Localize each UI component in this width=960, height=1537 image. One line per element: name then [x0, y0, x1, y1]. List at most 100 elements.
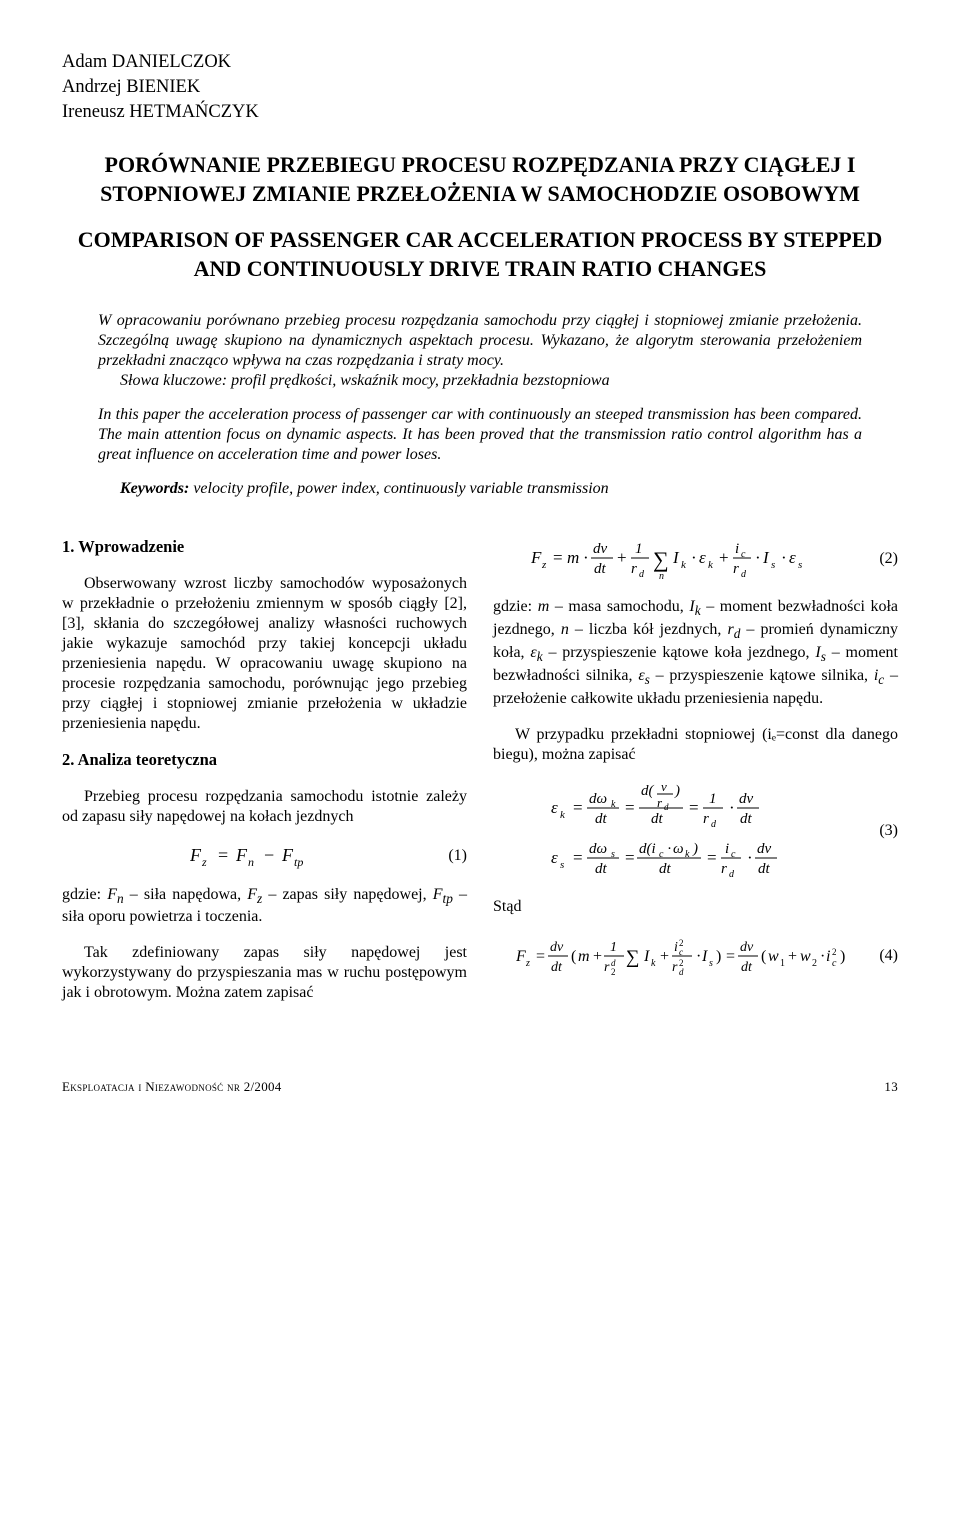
author: Andrzej BIENIEK [62, 75, 898, 100]
svg-text:−: − [264, 845, 274, 865]
equation-4-number: (4) [879, 946, 898, 966]
eq1-where: gdzie: Fn – siła napędowa, Fz – zapas si… [62, 885, 467, 928]
svg-text:F: F [516, 948, 526, 965]
equation-2-svg: F z = m · dv dt + 1 r d ∑ n I k · [531, 537, 861, 581]
svg-text:·: · [667, 841, 672, 857]
abstracts: W opracowaniu porównano przebieg procesu… [62, 311, 898, 499]
svg-text:d(: d( [641, 783, 655, 799]
left-column: 1. Wprowadzenie Obserwowany wzrost liczb… [62, 531, 467, 1019]
svg-text:n: n [659, 571, 664, 581]
svg-text:=: = [573, 798, 583, 817]
keywords-pl: Słowa kluczowe: profil prędkości, wskaźn… [98, 371, 862, 391]
svg-text:dt: dt [741, 960, 753, 975]
equation-1-number: (1) [448, 846, 467, 866]
right-paragraph-2: W przypadku przekładni stopniowej (iₑ=co… [493, 725, 898, 765]
svg-text:r: r [604, 960, 610, 975]
svg-text:s: s [560, 859, 564, 871]
svg-text:=: = [726, 948, 735, 965]
svg-text:d: d [729, 869, 735, 880]
equation-2: F z = m · dv dt + 1 r d ∑ n I k · [493, 537, 898, 581]
svg-text:tp: tp [294, 855, 303, 869]
svg-text:d: d [711, 819, 717, 830]
footer-journal: Eksploatacja i Niezawodność nr 2/2004 [62, 1079, 282, 1095]
svg-text:k: k [681, 559, 687, 571]
svg-text:dω: dω [589, 841, 607, 857]
svg-text:s: s [798, 559, 802, 571]
svg-text:w: w [768, 948, 779, 965]
svg-text:m: m [578, 948, 590, 965]
abstract-en: In this paper the acceleration process o… [98, 405, 862, 465]
author-list: Adam DANIELCZOK Andrzej BIENIEK Ireneusz… [62, 50, 898, 125]
svg-text:k: k [708, 559, 714, 571]
right-paragraph-3: Stąd [493, 897, 898, 917]
equation-3: ε k = dω k dt = d( v r d ) dt = 1 r [493, 781, 898, 881]
svg-text:F: F [531, 548, 542, 567]
abstract-pl: W opracowaniu porównano przebieg procesu… [98, 311, 862, 391]
svg-text:i: i [826, 948, 830, 965]
svg-text:(: ( [571, 948, 576, 965]
author: Ireneusz HETMAŃCZYK [62, 100, 898, 125]
keywords-en-label: Keywords: [120, 480, 189, 497]
svg-text:z: z [201, 855, 207, 869]
svg-text:F: F [235, 845, 248, 865]
svg-text:(: ( [761, 948, 766, 965]
svg-text:z: z [541, 559, 547, 571]
svg-text:dω: dω [589, 791, 607, 807]
eq2-where: gdzie: m – masa samochodu, Ik – moment b… [493, 597, 898, 708]
author: Adam DANIELCZOK [62, 50, 898, 75]
svg-text:): ) [674, 783, 680, 799]
svg-text:=: = [573, 848, 583, 867]
svg-text:dt: dt [551, 960, 563, 975]
equation-3-number: (3) [879, 821, 898, 841]
keywords-en: Keywords: velocity profile, power index,… [98, 479, 862, 499]
right-column: F z = m · dv dt + 1 r d ∑ n I k · [493, 531, 898, 1019]
svg-text:I: I [672, 548, 680, 567]
svg-text:dv: dv [739, 791, 754, 807]
svg-text:r: r [721, 861, 727, 877]
svg-text:∑: ∑ [626, 947, 640, 968]
svg-text:dv: dv [593, 541, 608, 557]
svg-text:I: I [701, 948, 708, 965]
equation-4-svg: F z = dv dt ( m + 1 r d 2 ∑ I k + i 2 [516, 933, 876, 979]
svg-text:ε: ε [551, 848, 558, 867]
svg-text:·: · [747, 848, 753, 867]
svg-text:r: r [733, 561, 739, 577]
theory-paragraph-1: Przebieg procesu rozpędzania samochodu i… [62, 787, 467, 827]
svg-text:=: = [536, 948, 545, 965]
intro-paragraph: Obserwowany wzrost liczby samochodów wyp… [62, 574, 467, 734]
svg-text:+: + [788, 948, 797, 965]
svg-text:1: 1 [780, 958, 785, 969]
section-heading-1: 1. Wprowadzenie [62, 537, 467, 558]
svg-text:ε: ε [551, 798, 558, 817]
svg-text:1: 1 [635, 541, 643, 557]
svg-text:dt: dt [594, 561, 607, 577]
svg-text:∑: ∑ [653, 547, 669, 572]
svg-text:d: d [741, 569, 747, 580]
svg-text:=: = [625, 848, 635, 867]
svg-text:): ) [716, 948, 721, 965]
svg-text:s: s [771, 559, 775, 571]
svg-text:d: d [639, 569, 645, 580]
svg-text:v: v [661, 781, 667, 794]
footer-page-number: 13 [884, 1079, 898, 1095]
abstract-en-body: In this paper the acceleration process o… [98, 406, 862, 463]
svg-text:1: 1 [610, 940, 617, 955]
svg-text:i: i [725, 841, 729, 857]
svg-text:+: + [719, 548, 729, 567]
svg-text:ε: ε [699, 548, 706, 567]
svg-text:w: w [800, 948, 811, 965]
svg-text:2: 2 [812, 958, 817, 969]
svg-text:F: F [281, 845, 294, 865]
svg-text:ε: ε [789, 548, 796, 567]
svg-text:c: c [832, 958, 837, 969]
svg-text:): ) [692, 841, 698, 857]
equation-1-svg: F z = F n − F tp [190, 843, 340, 869]
svg-text:dt: dt [659, 861, 672, 877]
svg-text:z: z [525, 958, 530, 969]
svg-text:+: + [660, 948, 669, 965]
svg-text:dt: dt [595, 811, 608, 827]
svg-text:2: 2 [832, 947, 837, 957]
equation-4: F z = dv dt ( m + 1 r d 2 ∑ I k + i 2 [493, 933, 898, 979]
svg-text:k: k [560, 809, 566, 821]
svg-text:n: n [248, 855, 254, 869]
